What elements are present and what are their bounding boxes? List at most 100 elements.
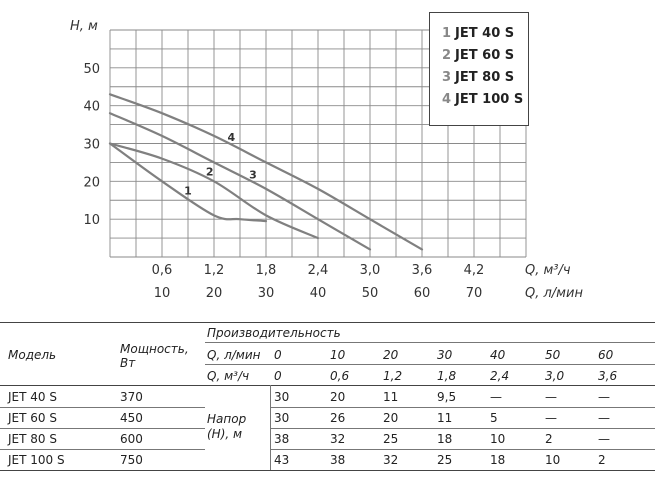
model-header: Модель	[8, 348, 57, 362]
row-head: —	[545, 411, 557, 425]
chart-curves: 1 2 3 4	[108, 93, 424, 251]
legend-item: 3 JET 80 S	[430, 67, 528, 89]
q-lmin-value: 20	[383, 348, 399, 362]
q-m3h-value: 0,6	[330, 369, 350, 383]
x-tick-label-primary: 2,4	[308, 263, 329, 278]
row-head: 43	[274, 453, 290, 467]
series-line	[108, 142, 320, 240]
power-header: Мощность, Вт	[120, 342, 189, 370]
row-head: 18	[437, 432, 453, 446]
x-tick-label-secondary: 40	[310, 286, 327, 301]
pump-performance-chart: 1 2 3 4 10 20 30 40 50 0,6 1,2 1,8 2,4 3,0 3,6 4,2 10 20…	[70, 19, 583, 301]
row-head: 2	[598, 453, 606, 467]
row-power: 370	[120, 390, 143, 404]
row-head: —	[545, 390, 557, 404]
row-head: 32	[383, 453, 399, 467]
x-tick-label-secondary: 20	[206, 286, 223, 301]
x-axis-title-primary: Q, м³/ч	[525, 263, 571, 278]
series-number-label: 4	[228, 131, 236, 144]
legend-number: 2	[442, 48, 452, 63]
legend-item: 4 JET 100 S	[430, 89, 528, 111]
row-head: 20	[330, 390, 346, 404]
row-head: 11	[383, 390, 399, 404]
q-m3h-value: 0	[274, 369, 282, 383]
row-head: 2	[545, 432, 553, 446]
row-head: 32	[330, 432, 346, 446]
productivity-header: Производительность	[207, 326, 341, 340]
q-m3h-value: 1,2	[383, 369, 403, 383]
row-model: JET 80 S	[8, 432, 57, 446]
row-head: 25	[437, 453, 453, 467]
series-number-label: 1	[184, 184, 192, 197]
x-tick-label-primary: 4,2	[464, 263, 485, 278]
y-tick-label: 30	[83, 138, 100, 153]
y-tick-label: 40	[83, 100, 100, 115]
y-tick-label: 50	[83, 62, 100, 77]
q-m3h-value: 3,6	[598, 369, 618, 383]
legend-label: JET 40 S	[455, 26, 515, 41]
table-top-rule	[0, 322, 655, 323]
legend-item: 2 JET 60 S	[430, 45, 528, 67]
x-axis-title-secondary: Q, л/мин	[525, 286, 583, 301]
table-rule	[205, 364, 655, 365]
chart-ticks: 10 20 30 40 50 0,6 1,2 1,8 2,4 3,0 3,6 4,2 10 20 30 40 5…	[83, 62, 484, 301]
row-head: 10	[490, 432, 506, 446]
series-line	[108, 142, 268, 223]
row-head: 20	[383, 411, 399, 425]
legend-item: 1 JET 40 S	[430, 23, 528, 45]
legend-label: JET 100 S	[455, 92, 524, 107]
table-rule	[270, 449, 655, 450]
q-lmin-value: 40	[490, 348, 506, 362]
table-rule	[270, 407, 655, 408]
q-lmin-value: 0	[274, 348, 282, 362]
row-head: —	[490, 390, 502, 404]
q-lmin-value: 30	[437, 348, 453, 362]
series-number-label: 2	[206, 165, 214, 178]
chart-legend: 1 JET 40 S 2 JET 60 S 3 JET 80 S 4 JET 100 S	[429, 12, 529, 126]
series-line	[108, 93, 424, 251]
x-tick-label-primary: 3,0	[360, 263, 381, 278]
q-lmin-value: 10	[330, 348, 346, 362]
row-head: 9,5	[437, 390, 457, 404]
row-power: 750	[120, 453, 143, 467]
y-axis-title: H, м	[70, 19, 98, 34]
row-head: 26	[330, 411, 346, 425]
q-lmin-value: 60	[598, 348, 614, 362]
q-m3h-value: 1,8	[437, 369, 457, 383]
x-tick-label-primary: 1,8	[256, 263, 277, 278]
row-head: 25	[383, 432, 399, 446]
table-header-rule	[0, 385, 655, 386]
y-tick-label: 10	[83, 213, 100, 228]
table-rule	[0, 407, 205, 408]
x-tick-label-secondary: 70	[466, 286, 483, 301]
x-tick-label-primary: 1,2	[204, 263, 225, 278]
legend-number: 3	[442, 70, 452, 85]
q-m3h-value: 3,0	[545, 369, 565, 383]
row-model: JET 60 S	[8, 411, 57, 425]
table-divider	[270, 385, 271, 470]
table-rule	[270, 428, 655, 429]
x-tick-label-primary: 3,6	[412, 263, 433, 278]
q-lmin-label: Q, л/мин	[207, 348, 261, 362]
x-tick-label-secondary: 60	[414, 286, 431, 301]
row-head: 10	[545, 453, 561, 467]
x-tick-label-secondary: 10	[154, 286, 171, 301]
row-head: —	[598, 411, 610, 425]
table-rule	[205, 342, 655, 343]
row-power: 600	[120, 432, 143, 446]
legend-label: JET 60 S	[455, 48, 515, 63]
row-head: 18	[490, 453, 506, 467]
x-tick-label-secondary: 50	[362, 286, 379, 301]
row-power: 450	[120, 411, 143, 425]
table-rule	[0, 428, 205, 429]
q-m3h-label: Q, м³/ч	[207, 369, 250, 383]
legend-label: JET 80 S	[455, 70, 515, 85]
row-head: 11	[437, 411, 453, 425]
legend-number: 4	[442, 92, 452, 107]
series-line	[108, 112, 372, 251]
row-head: —	[598, 432, 610, 446]
q-lmin-value: 50	[545, 348, 561, 362]
row-model: JET 100 S	[8, 453, 65, 467]
q-m3h-value: 2,4	[490, 369, 510, 383]
x-tick-label-primary: 0,6	[152, 263, 173, 278]
